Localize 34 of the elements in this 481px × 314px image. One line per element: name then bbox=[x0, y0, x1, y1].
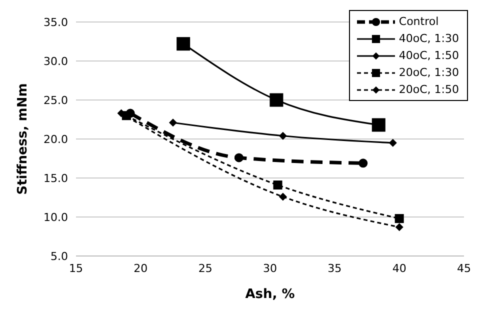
y-tick-label: 30.0 bbox=[44, 54, 68, 68]
point bbox=[234, 153, 244, 162]
point bbox=[278, 192, 287, 201]
x-tick-label: 20 bbox=[134, 262, 148, 275]
point bbox=[273, 180, 282, 190]
point bbox=[394, 214, 404, 224]
y-tick-label: 15.0 bbox=[44, 172, 68, 185]
x-tick-label: 45 bbox=[457, 262, 471, 275]
legend-label: Control bbox=[398, 15, 439, 28]
x-axis-title: Ash, % bbox=[245, 287, 295, 302]
point bbox=[358, 158, 368, 168]
x-tick-label: 30 bbox=[263, 262, 277, 275]
y-tick-label: 35.0 bbox=[44, 16, 68, 29]
y-tick-label: 20.0 bbox=[44, 132, 68, 146]
x-tick-label: 35 bbox=[328, 262, 342, 275]
y-tick-label: 10.0 bbox=[44, 210, 68, 224]
x-tick-label: 40 bbox=[392, 262, 406, 275]
legend-label: 40oC, 1:30 bbox=[398, 32, 459, 45]
x-tick-label: 15 bbox=[69, 262, 83, 275]
point bbox=[176, 37, 190, 51]
y-axis-title: Stiffness, mNm bbox=[16, 83, 31, 195]
y-tick-label: 5.0 bbox=[50, 250, 68, 263]
point bbox=[388, 138, 397, 147]
point bbox=[169, 118, 177, 127]
legend-label: 20oC, 1:50 bbox=[398, 83, 459, 96]
legend-label: 40oC, 1:50 bbox=[398, 49, 459, 62]
legend-label: 20oC, 1:30 bbox=[398, 66, 459, 79]
point bbox=[270, 93, 284, 107]
y-tick-label: 25.0 bbox=[44, 94, 68, 107]
point bbox=[126, 108, 135, 118]
x-tick-label: 25 bbox=[198, 262, 212, 275]
point bbox=[372, 118, 386, 132]
point bbox=[278, 132, 287, 140]
point bbox=[395, 223, 404, 232]
